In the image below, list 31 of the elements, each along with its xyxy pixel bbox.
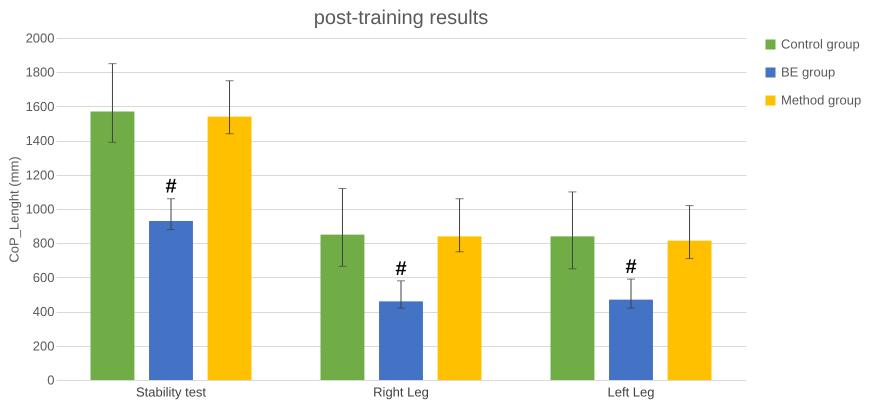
y-tick-label: 1200	[26, 167, 54, 182]
y-axis-title: CoP_Lenght (mm)	[6, 156, 22, 263]
y-tick-label: 0	[47, 372, 54, 388]
bar	[609, 300, 653, 380]
legend-label: Method group	[781, 92, 862, 108]
x-tick-label: Stability test	[136, 384, 206, 400]
y-tick-label: 600	[32, 270, 54, 285]
y-tick-label: 800	[32, 236, 54, 251]
y-tick-label: 2000	[26, 30, 54, 46]
bar	[438, 236, 482, 380]
annotation: #	[625, 256, 637, 278]
bar	[149, 220, 193, 380]
chart-title: post-training results	[314, 7, 488, 29]
legend-label: BE group	[781, 64, 836, 80]
x-tick-label: Left Leg	[608, 384, 654, 400]
y-tick-label: 1800	[26, 64, 54, 80]
bar	[320, 234, 364, 380]
x-tick-label: Right Leg	[373, 384, 429, 400]
y-tick-label: 400	[32, 304, 54, 320]
bar	[90, 112, 134, 380]
bar	[379, 301, 423, 380]
y-tick-label: 1600	[26, 98, 54, 114]
bar	[208, 116, 252, 380]
annotation: #	[395, 258, 407, 280]
annotation: #	[165, 176, 177, 198]
y-tick-label: 200	[32, 338, 54, 354]
y-tick-label: 1400	[26, 133, 54, 148]
y-tick-label: 1000	[26, 202, 54, 216]
bar	[550, 236, 594, 380]
bar	[668, 240, 712, 380]
legend-label: Control group	[781, 36, 860, 52]
